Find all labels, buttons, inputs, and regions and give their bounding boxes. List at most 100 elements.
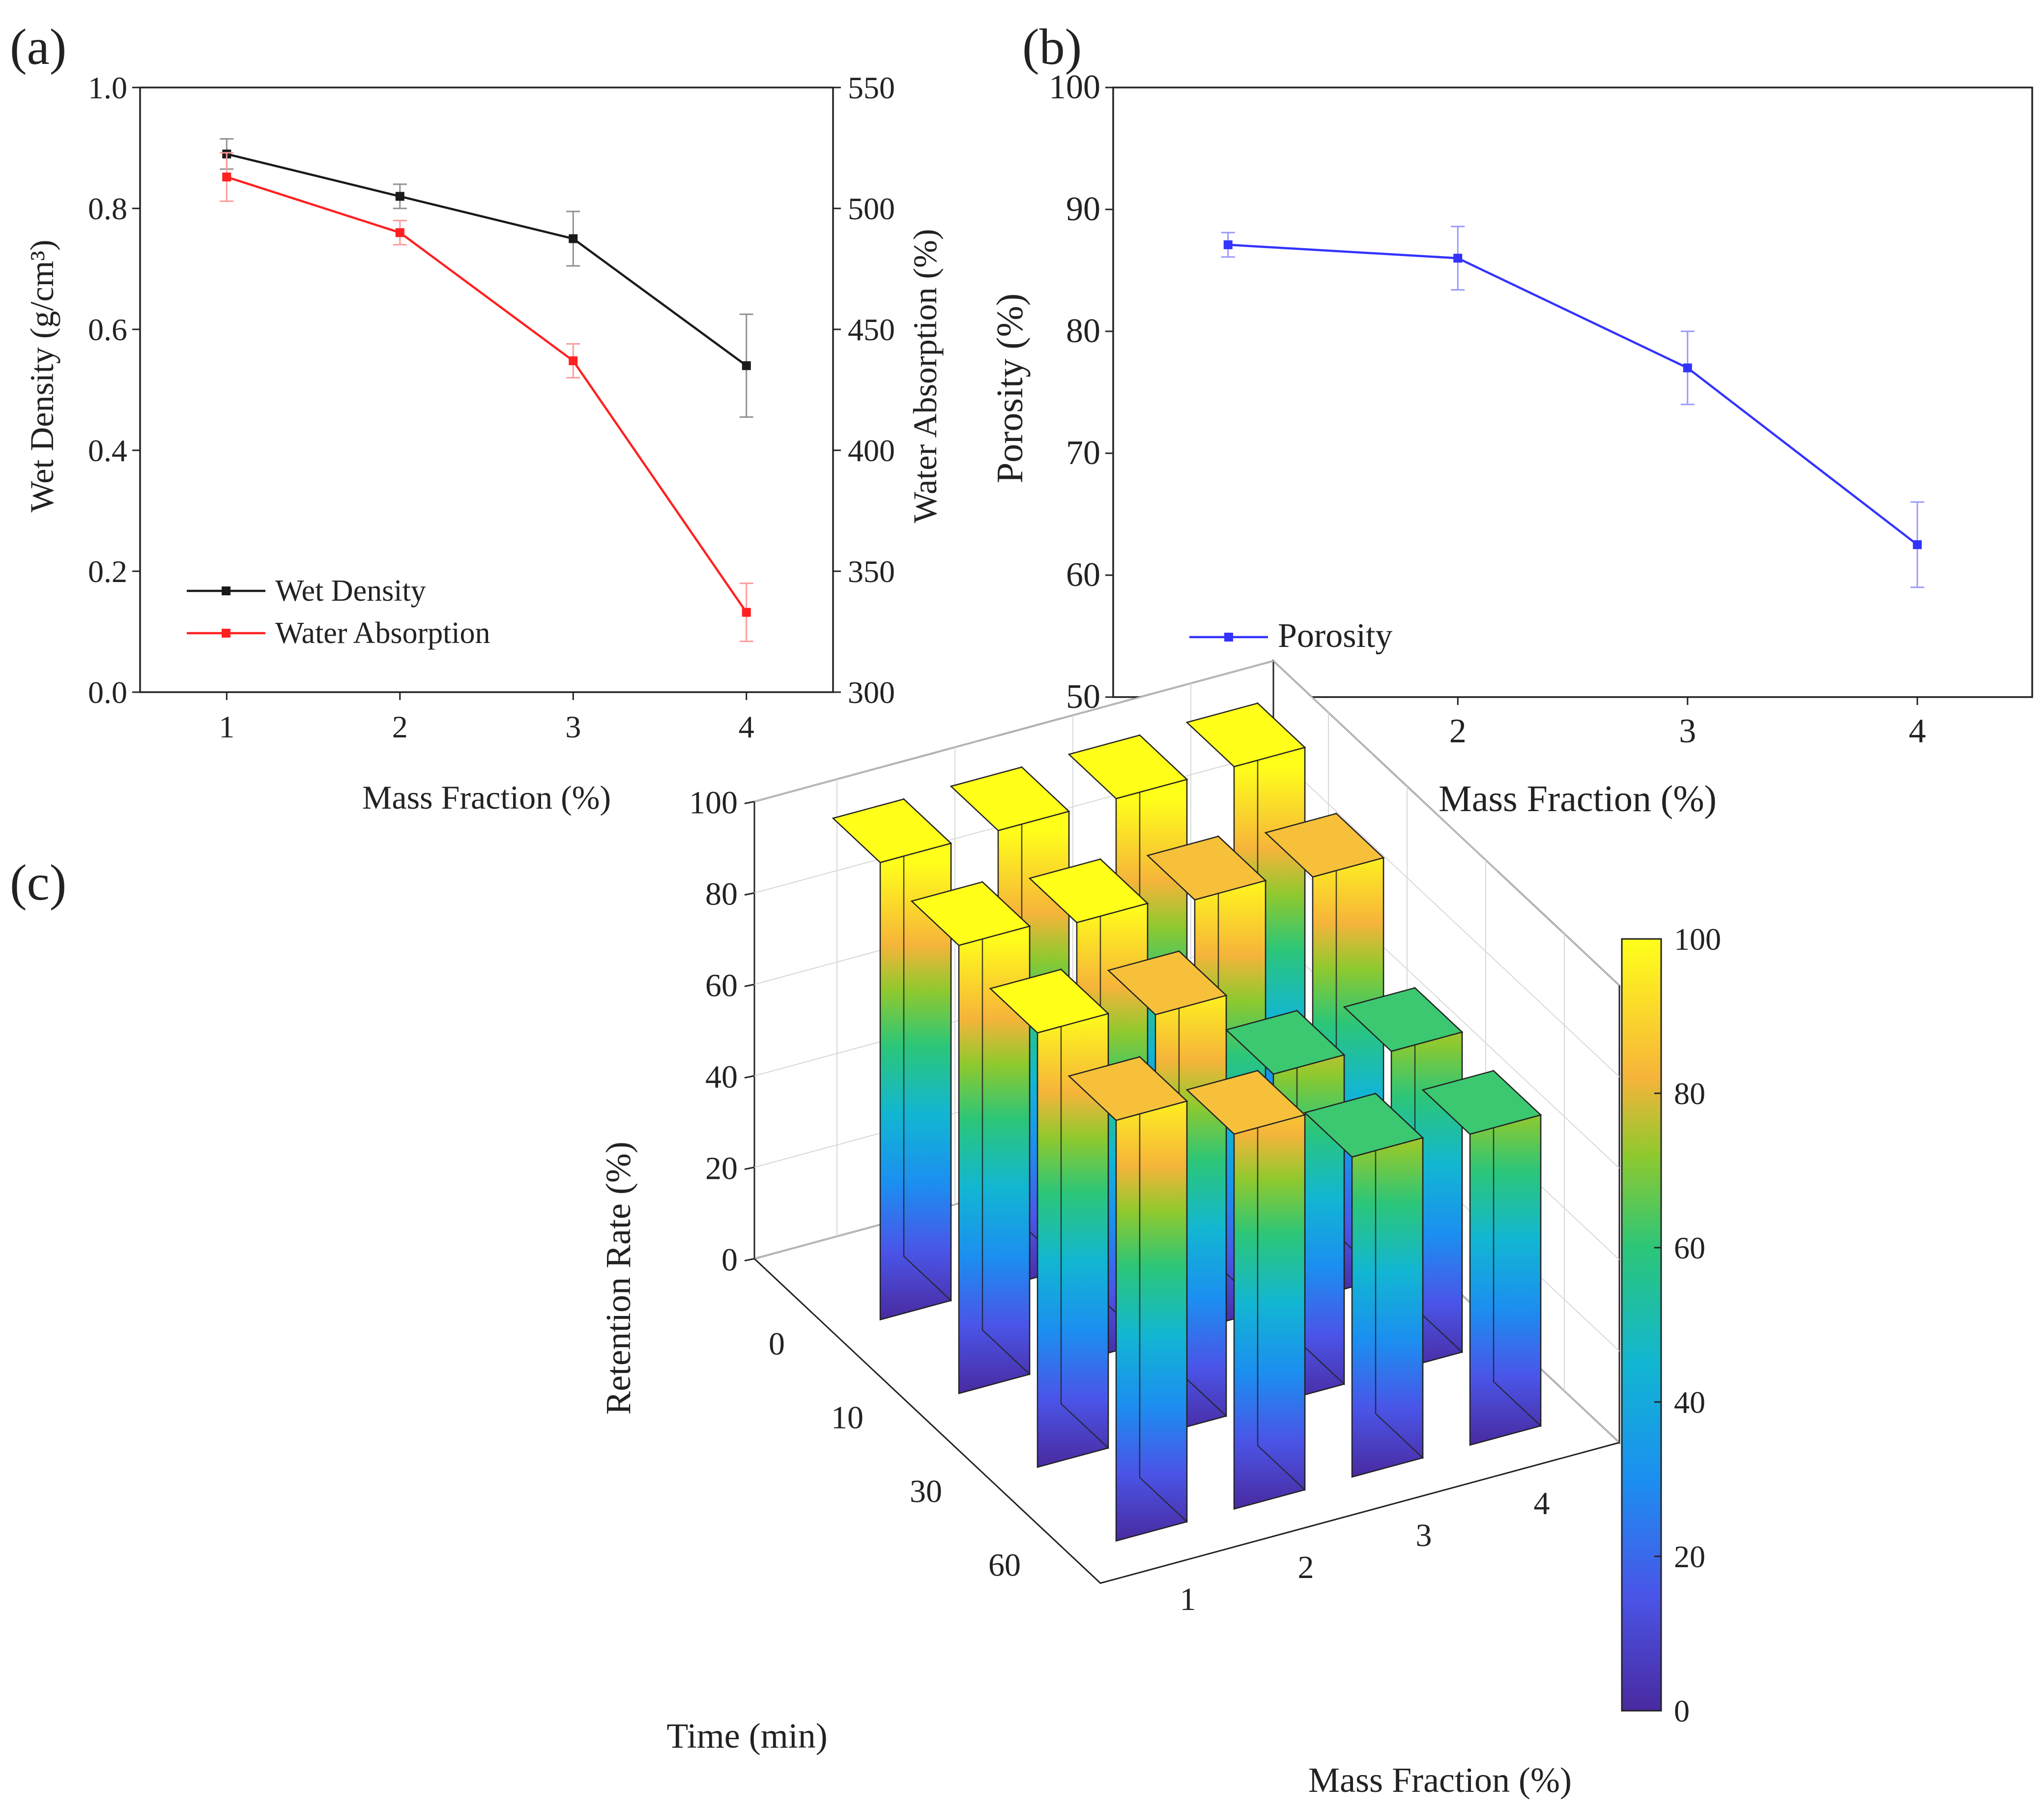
bar-top-face [1067,1056,1188,1121]
y-tick-label: 60 [1066,556,1100,594]
y-right-tick-label: 450 [848,312,895,347]
panel-b-legend: Porosity [1189,617,1392,655]
panel-a-chart: 1 2 3 4 0.0 0.2 0.4 0.6 0.8 1.0 300 350 400 450 500 550… [23,70,944,816]
colorbar-bar [1621,938,1662,1712]
panel-b-series [1221,226,1925,588]
y-right-tick-label: 500 [848,191,895,226]
bar-3d [1303,1092,1424,1478]
floor-edge [753,1258,1620,1584]
bar-top-face [1067,734,1188,799]
bar-top-face [1421,1070,1542,1135]
y-right-tick-label: 400 [848,433,895,468]
series-line [226,153,748,367]
panel-a-axes: 1 2 3 4 0.0 0.2 0.4 0.6 0.8 1.0 300 350 400 450 500 550 [88,70,895,744]
panel-c-bars [832,701,1542,1542]
data-point [1453,254,1463,263]
panel-a-xlabel: Mass Fraction (%) [362,779,611,816]
bar-side-face [1257,1069,1306,1491]
y-tick-label: 90 [1066,190,1100,228]
z-tick [744,892,755,896]
panel-a-legend: Wet Density Water Absorption [187,574,490,650]
y-tick-label: 1.0 [88,70,127,105]
legend-marker [1224,633,1233,642]
panel-c-mass-label: Mass Fraction (%) [1308,1760,1572,1800]
y-tick-label: 80 [1066,312,1100,350]
bar-top-face [1343,987,1464,1052]
panel-b-tag: (b) [1022,19,1082,75]
x-tick-label: 3 [1679,712,1696,750]
bar-side-face [1139,1055,1188,1523]
z-tick-label: 60 [705,968,738,1004]
bar-3d [832,797,952,1321]
y-right-tick-label: 350 [848,554,895,589]
y-right-tick-label: 550 [848,70,895,105]
colorbar-tick-label: 100 [1674,922,1721,957]
z-tick-label: 20 [705,1151,738,1187]
data-point [1223,240,1233,249]
legend-marker [222,586,230,595]
z-tick [744,1075,755,1079]
data-point [1913,540,1922,549]
bar-top-face [1185,1070,1306,1135]
data-point [395,228,404,237]
bar-top-face [950,766,1070,831]
bar-top-face [1107,950,1228,1016]
y-tick-label: 0.8 [88,191,127,226]
y-tick-label: 0.6 [88,312,127,347]
panel-a-tag: (a) [10,19,66,75]
panel-c-tag: (c) [10,854,66,911]
legend-label: Water Absorption [275,616,490,650]
panel-b-chart: 12345060708090100 Porosity Mass Fraction… [989,68,2033,819]
mass-tick-label: 1 [1180,1581,1196,1617]
bar-top-face [989,968,1110,1034]
x-tick-label: 1 [219,709,234,744]
x-tick-label: 2 [1449,712,1467,750]
panel-c-time-label: Time (min) [666,1716,827,1755]
bar-top-face [832,798,952,863]
plot-frame [139,87,834,693]
bar-side-face [1060,968,1109,1450]
legend-label: Porosity [1278,617,1392,655]
time-tick-label: 0 [769,1326,785,1362]
colorbar-tick-label: 60 [1674,1230,1705,1265]
bar-side-face [903,797,952,1302]
data-point [742,361,751,370]
x-tick-label: 4 [1909,712,1926,750]
bar-3d [1185,1069,1306,1510]
panel-c-zlabel: Retention Rate (%) [599,1141,638,1415]
panel-a-ylabel: Wet Density (g/cm³) [23,240,60,513]
mass-tick-label: 2 [1298,1549,1314,1585]
plot-frame [1112,87,2033,698]
z-tick-label: 100 [689,785,738,821]
colorbar-tick-label: 40 [1674,1385,1705,1420]
bar-top-face [1264,813,1385,878]
mass-tick-label: 4 [1534,1486,1550,1521]
y-right-tick-label: 300 [848,675,895,710]
y-tick-label: 0.4 [88,433,127,468]
legend-marker [222,629,230,638]
time-tick-label: 60 [988,1548,1021,1583]
z-tick-label: 40 [705,1059,738,1095]
panel-b-xlabel: Mass Fraction (%) [1439,778,1717,819]
panel-a-ylabel-right: Water Absorption (%) [906,229,944,524]
y-tick-label: 0.0 [88,675,127,710]
bar-3d [1421,1069,1542,1446]
y-tick-label: 70 [1066,434,1100,472]
data-point [742,608,751,617]
data-point [395,192,404,201]
z-tick [744,1167,755,1170]
z-gridline [754,660,1620,986]
bar-top-face [1146,835,1267,901]
z-tick [744,1258,755,1261]
x-tick-label: 4 [739,709,754,744]
time-tick-label: 10 [831,1400,864,1436]
mass-tick-label: 3 [1416,1518,1432,1553]
time-tick-label: 30 [910,1474,942,1510]
data-point [569,234,578,243]
colorbar-tick-label: 80 [1674,1076,1705,1111]
data-point [222,173,231,182]
series-line [1228,243,1918,546]
data-point [569,356,578,365]
panel-c-colorbar: 0 20 40 60 80 100 [1621,922,1721,1728]
